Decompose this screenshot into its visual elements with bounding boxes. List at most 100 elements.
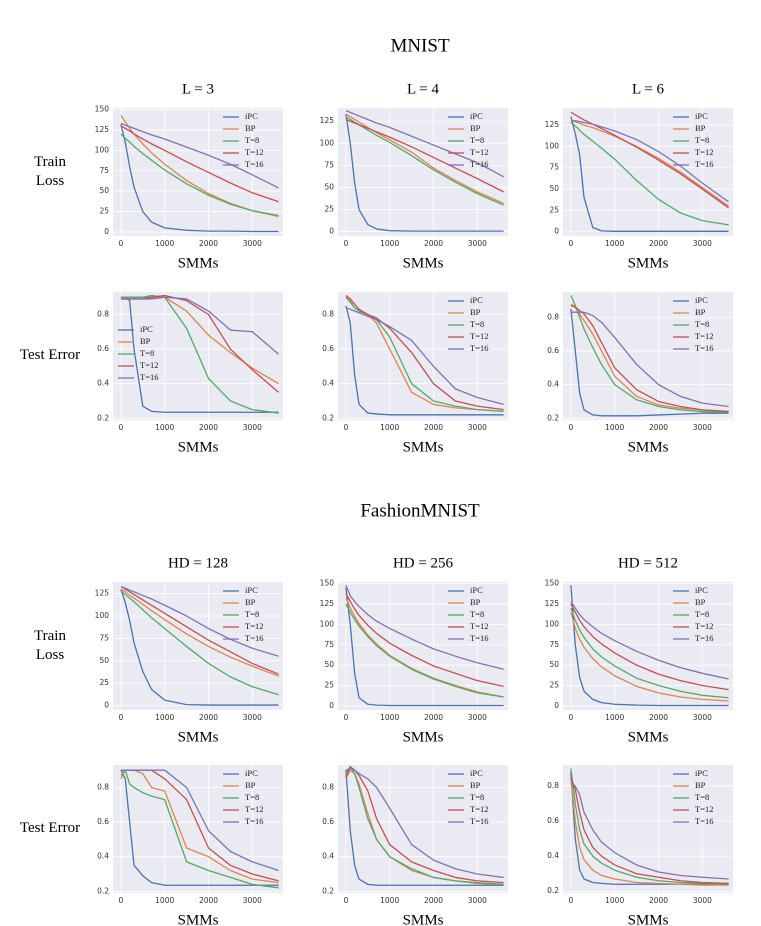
y-tick-label: 125 (545, 120, 560, 129)
x-axis-label: SMMs (178, 439, 219, 455)
plot-area (113, 765, 283, 893)
legend-label: T=16 (470, 816, 489, 826)
legend-label: T=16 (470, 159, 489, 169)
x-tick-label: 2000 (199, 239, 218, 248)
legend-label: T=16 (140, 372, 159, 382)
y-tick-label: 0.6 (97, 344, 109, 353)
series-line (345, 587, 504, 707)
series-line (570, 782, 729, 880)
subplot: 0 25 50 75 100 125 0 1000 2000 3000 iPC BP T=8 T=12 T=… (320, 81, 508, 271)
x-tick-label: 0 (343, 239, 348, 248)
series-line (120, 296, 279, 413)
x-tick-label: 0 (343, 423, 348, 432)
legend-label: iPC (695, 295, 708, 305)
y-tick-label: 0.2 (97, 886, 109, 895)
y-tick-label: 0.4 (547, 380, 559, 389)
y-tick-label: 150 (320, 579, 335, 588)
y-tick-label: 0.2 (547, 413, 559, 422)
subplot: 0 25 50 75 100 125 0 1000 2000 3000 iPC BP T=8 T=12 T=… (545, 81, 733, 271)
y-tick-label: 50 (324, 182, 334, 191)
y-axis-label-box: Train Loss (34, 154, 66, 190)
y-tick-label: 75 (549, 163, 559, 172)
subplot: 0.2 0.4 0.6 0.8 0 1000 2000 3000 iPC BP T=8 T=12 T=1… (322, 292, 508, 455)
y-tick-label: 100 (320, 138, 335, 147)
y-tick-label: 150 (545, 579, 560, 588)
x-tick-label: 3000 (243, 239, 262, 248)
x-tick-label: 2000 (199, 896, 218, 905)
subplot-title: HD = 128 (168, 555, 228, 571)
legend-label: T=16 (695, 343, 714, 353)
legend-label: T=12 (470, 147, 489, 157)
x-axis-label: SMMs (628, 255, 669, 271)
legend-label: BP (695, 780, 706, 790)
y-axis-label: Test Error (19, 820, 81, 837)
y-tick-label: 0.6 (547, 816, 559, 825)
series-line (120, 769, 279, 872)
y-tick-label: 0.6 (547, 346, 559, 355)
series-line (570, 607, 729, 699)
legend-label: BP (470, 123, 481, 133)
y-tick-label: 75 (99, 633, 109, 642)
x-tick-label: 3000 (468, 239, 487, 248)
plot-area (338, 765, 508, 893)
legend-label: T=8 (470, 609, 484, 619)
series-line (345, 767, 504, 879)
y-tick-label: 50 (549, 660, 559, 669)
y-tick-label: 125 (320, 599, 335, 608)
legend-label: T=8 (245, 609, 259, 619)
y-tick-label: 0.6 (322, 817, 334, 826)
section-title: MNIST (390, 35, 450, 56)
y-tick-label: 25 (549, 681, 559, 690)
legend-label: T=12 (695, 331, 714, 341)
y-tick-label: 50 (99, 186, 109, 195)
series-line (120, 133, 279, 217)
y-tick-label: 125 (320, 116, 335, 125)
series-line (120, 296, 280, 355)
series-line (120, 122, 279, 189)
legend-label: iPC (695, 768, 708, 778)
x-tick-label: 2000 (649, 239, 668, 248)
plot-area (563, 765, 733, 893)
subplot: 0.2 0.4 0.6 0.8 0 1000 2000 3000 iPC BP T=8 T=12 T=1… (19, 765, 283, 926)
subplot: 0 25 50 75 100 125 150 0 1000 2000 3000 iPC BP T=8 T=1… (34, 81, 283, 271)
x-tick-label: 2000 (649, 423, 668, 432)
series-line (570, 585, 729, 707)
series-line (570, 311, 729, 408)
legend-label: T=8 (470, 135, 484, 145)
series-line (345, 305, 504, 416)
subplot: 0.2 0.4 0.6 0.8 0 1000 2000 3000 iPC BP T=8 T=12 T=1… (547, 292, 733, 455)
y-tick-label: 0 (329, 701, 334, 710)
legend-label: iPC (470, 111, 483, 121)
x-tick-label: 0 (118, 423, 123, 432)
x-axis-label: SMMs (403, 255, 444, 271)
y-tick-label: 100 (545, 141, 560, 150)
y-tick-label: 0.8 (97, 782, 109, 791)
y-tick-label: 75 (549, 640, 559, 649)
y-tick-label: 125 (545, 599, 560, 608)
series-line (345, 296, 504, 412)
y-tick-label: 75 (99, 166, 109, 175)
legend-label: T=8 (140, 348, 154, 358)
y-axis-label-box: Train Loss (34, 628, 66, 664)
subplot: 0.2 0.4 0.6 0.8 0 1000 2000 3000 iPC BP T=8 T=12 T=1… (547, 765, 733, 926)
y-tick-label: 0.8 (547, 781, 559, 790)
y-tick-label: 0.4 (97, 852, 109, 861)
legend-label: iPC (245, 585, 258, 595)
x-tick-label: 3000 (693, 713, 712, 722)
y-tick-label: 25 (99, 207, 109, 216)
x-tick-label: 1000 (155, 423, 174, 432)
x-tick-label: 3000 (693, 896, 712, 905)
legend-label: T=8 (695, 319, 709, 329)
plot-area (563, 292, 733, 420)
legend-label: T=8 (470, 792, 484, 802)
legend-label: iPC (245, 111, 258, 121)
y-tick-label: 50 (324, 660, 334, 669)
y-tick-label: 0 (554, 227, 559, 236)
y-tick-label: 0.6 (322, 344, 334, 353)
subplot-title: HD = 512 (618, 555, 678, 571)
legend-label: T=8 (695, 135, 709, 145)
y-tick-label: 100 (320, 619, 335, 628)
x-tick-label: 1000 (155, 713, 174, 722)
series-line (570, 601, 729, 680)
y-tick-label: 0.2 (97, 413, 109, 422)
